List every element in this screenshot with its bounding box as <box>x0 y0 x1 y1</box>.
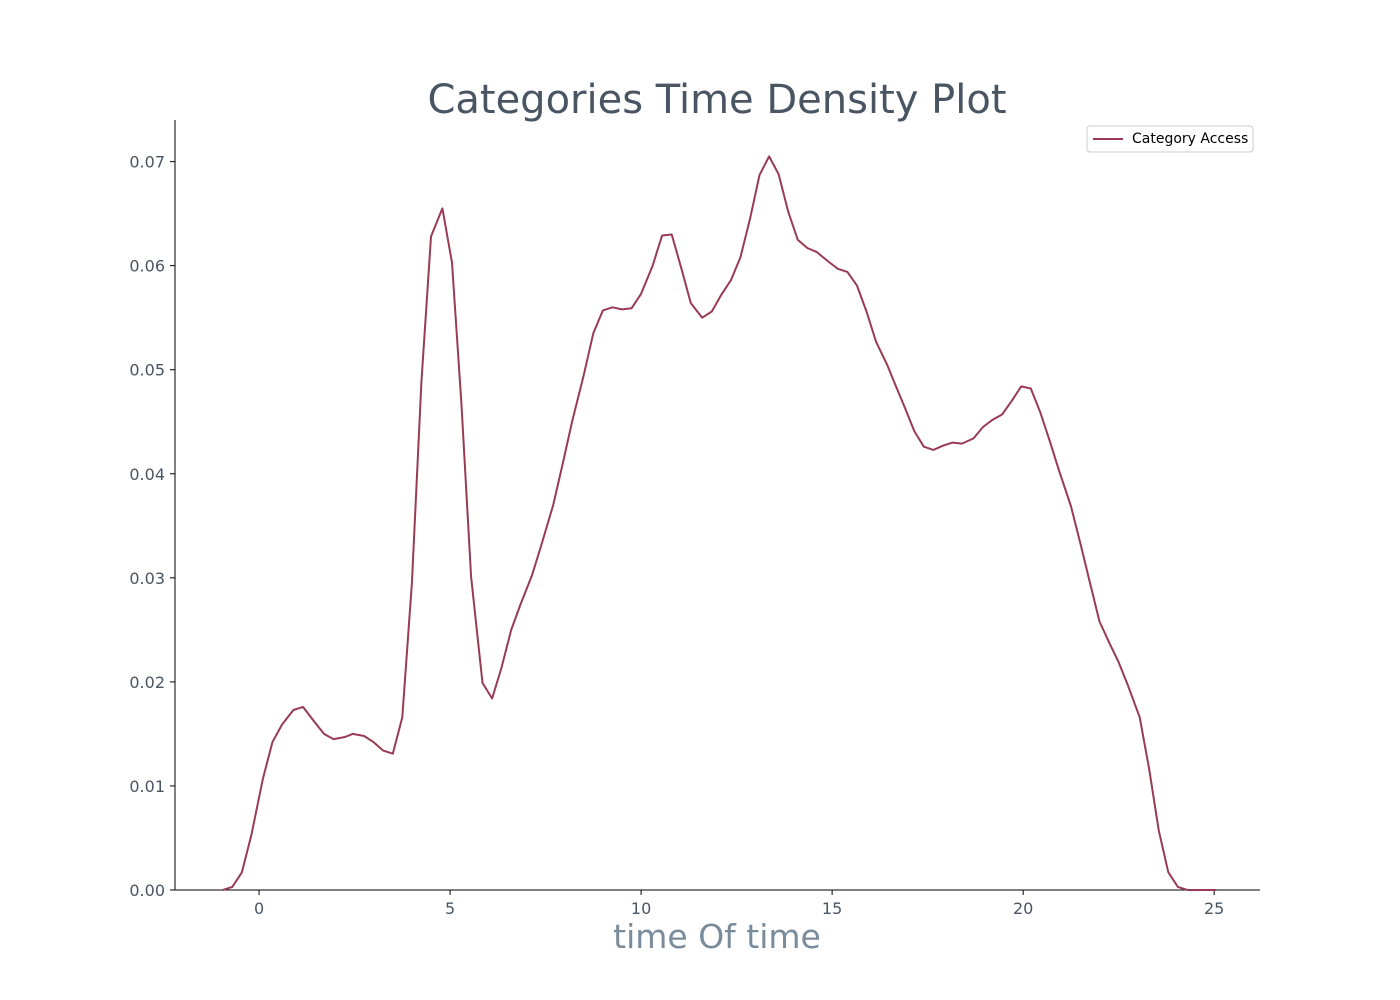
y-tick-label: 0.02 <box>129 673 165 692</box>
x-tick-label: 25 <box>1204 899 1224 918</box>
y-tick-label: 0.07 <box>129 153 165 172</box>
series-group <box>222 155 1217 891</box>
x-tick-label: 10 <box>631 899 651 918</box>
x-axis-label: time Of time <box>613 917 821 956</box>
x-tick-label: 20 <box>1013 899 1033 918</box>
x-ticks: 0 5 10 15 20 25 <box>254 890 1224 918</box>
x-tick-label: 0 <box>254 899 264 918</box>
legend-label: Category Access <box>1132 131 1248 147</box>
density-line-category-access <box>222 155 1217 891</box>
y-ticks: 0.00 0.01 0.02 0.03 0.04 0.05 0.06 0.07 <box>129 153 175 900</box>
legend: Category Access <box>1086 125 1254 153</box>
y-tick-label: 0.04 <box>129 465 165 484</box>
y-tick-label: 0.00 <box>129 881 165 900</box>
y-tick-label: 0.05 <box>129 361 165 380</box>
x-tick-label: 15 <box>822 899 842 918</box>
y-tick-label: 0.03 <box>129 569 165 588</box>
y-tick-label: 0.06 <box>129 257 165 276</box>
x-tick-label: 5 <box>445 899 455 918</box>
y-tick-label: 0.01 <box>129 777 165 796</box>
legend-box <box>1086 125 1254 153</box>
plot-area: 0.00 0.01 0.02 0.03 0.04 0.05 0.06 0.07 0 5 10 15 2… <box>129 120 1260 918</box>
chart-title: Categories Time Density Plot <box>427 77 1006 123</box>
